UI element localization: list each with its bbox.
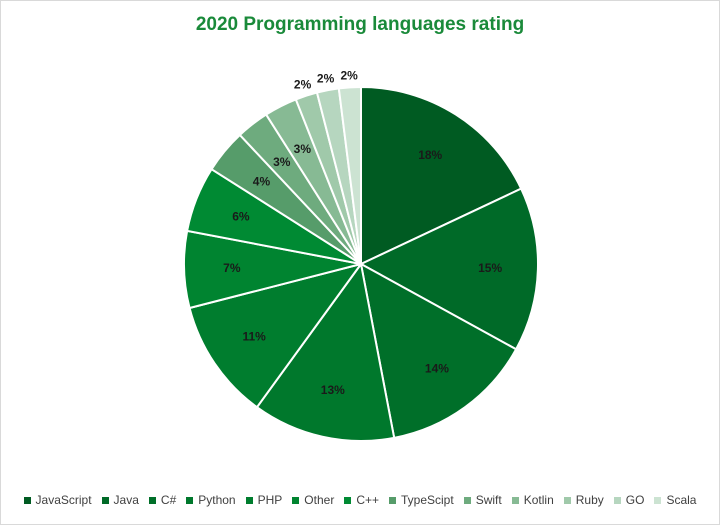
legend-swatch	[613, 496, 621, 504]
pie-slice-scala	[337, 85, 362, 265]
legend-swatch	[148, 496, 156, 504]
pie-labels: 18%15%14%13%11%7%6%4%3%3%2% 2% 2%	[223, 68, 502, 397]
data-label-swift: 3%	[273, 155, 291, 169]
legend: JavaScript Java C# Python PHP Other C++ TypeSci…	[0, 493, 720, 507]
pie-slice-javascript	[360, 85, 523, 266]
legend-label: Java	[113, 493, 139, 507]
legend-swatch	[101, 496, 109, 504]
legend-label: C++	[356, 493, 379, 507]
data-label-php: 11%	[242, 330, 266, 344]
legend-item-php: PHP	[245, 493, 283, 507]
legend-label: PHP	[257, 493, 283, 507]
legend-swatch	[511, 496, 519, 504]
legend-item-python: Python	[186, 493, 236, 507]
legend-label: Swift	[475, 493, 502, 507]
legend-label: GO	[625, 493, 645, 507]
legend-label: Kotlin	[523, 493, 554, 507]
data-label-go: 2%	[317, 71, 335, 85]
data-label-ruby: 2%	[294, 77, 312, 91]
data-label-java: 15%	[478, 261, 502, 275]
legend-swatch	[654, 496, 662, 504]
legend-item-scala: Scala	[654, 493, 696, 507]
legend-item-kotlin: Kotlin	[511, 493, 554, 507]
pie-slice-c-	[359, 262, 518, 440]
legend-item-go: GO	[613, 493, 645, 507]
data-label-scala: 2%	[340, 68, 358, 82]
legend-label: Ruby	[575, 493, 604, 507]
legend-item-c-: C++	[344, 493, 379, 507]
legend-swatch	[23, 496, 31, 504]
legend-item-swift: Swift	[463, 493, 502, 507]
data-label-javascript: 18%	[418, 148, 442, 162]
legend-item-ruby: Ruby	[563, 493, 604, 507]
legend-item-java: Java	[101, 493, 139, 507]
legend-label: Other	[304, 493, 335, 507]
legend-item-javascript: JavaScript	[23, 493, 92, 507]
legend-swatch	[563, 496, 571, 504]
data-label-python: 13%	[321, 383, 345, 397]
pie-slice-php	[188, 262, 364, 409]
data-label-c-: 6%	[232, 209, 250, 223]
legend-label: Scala	[666, 493, 697, 507]
legend-label: TypeScipt	[401, 493, 454, 507]
legend-item-c-: C#	[148, 493, 177, 507]
data-label-kotlin: 3%	[294, 142, 312, 156]
legend-swatch	[292, 496, 300, 504]
legend-swatch	[245, 496, 253, 504]
legend-label: Python	[198, 493, 236, 507]
pie-slices	[183, 85, 539, 442]
data-label-other: 7%	[223, 261, 241, 275]
pie-slice-java	[358, 187, 539, 351]
legend-label: C#	[160, 493, 177, 507]
legend-swatch	[463, 496, 471, 504]
pie-slice-python	[255, 261, 396, 442]
data-label-c-: 14%	[425, 362, 449, 376]
legend-label: JavaScript	[35, 493, 92, 507]
legend-item-other: Other	[292, 493, 334, 507]
chart-title: 2020 Programming languages rating	[195, 14, 525, 35]
legend-swatch	[389, 496, 396, 504]
data-label-typescipt: 4%	[253, 175, 271, 189]
legend-item-typescipt: TypeScipt	[389, 493, 454, 507]
legend-swatch	[344, 496, 352, 504]
legend-swatch	[186, 496, 194, 504]
